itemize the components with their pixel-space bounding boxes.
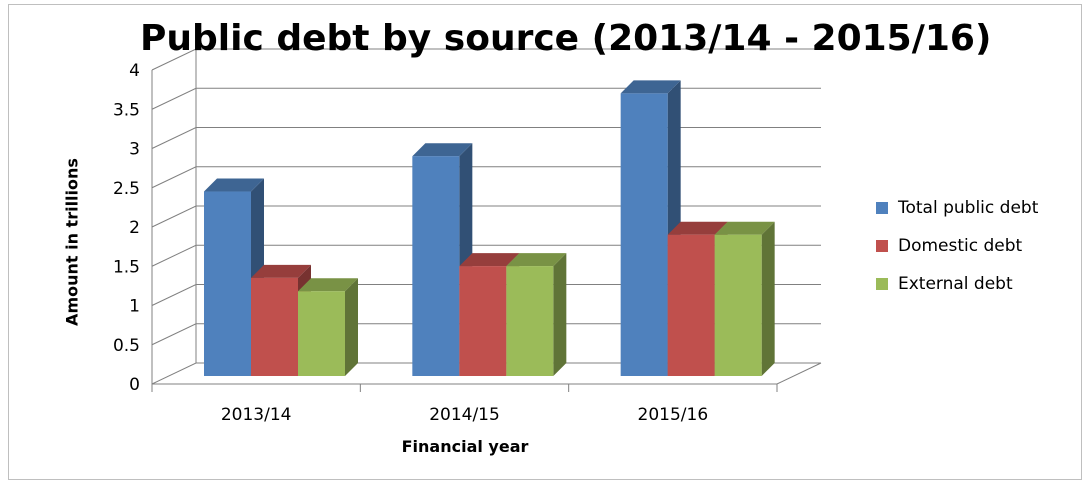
- x-tick-label: 2013/14: [221, 405, 292, 425]
- axis-layer: [151, 49, 822, 392]
- bar-external-3: [714, 221, 775, 376]
- legend: Total public debt Domestic debt External…: [876, 198, 1038, 312]
- bar-top: [204, 178, 264, 192]
- bar-top: [251, 264, 311, 278]
- y-axis-label: Amount in trillions: [62, 158, 82, 326]
- bar-front: [412, 156, 460, 376]
- gridline: [151, 127, 821, 149]
- bar-top: [298, 278, 358, 292]
- x-axis-label: Financial year: [401, 437, 529, 456]
- bar-front: [251, 277, 298, 376]
- bar-top: [506, 253, 567, 267]
- bar-front: [714, 234, 762, 376]
- legend-label-external: External debt: [898, 274, 1013, 294]
- y-tick-label: 1.5: [113, 257, 140, 277]
- bar-external-2: [506, 253, 567, 376]
- chart-title: Public debt by source (2013/14 - 2015/16…: [140, 18, 992, 59]
- bar-front: [459, 266, 507, 376]
- y-tick-label: 2: [129, 218, 140, 238]
- legend-item-total: Total public debt: [876, 198, 1038, 218]
- y-tick-label: 4: [129, 61, 140, 81]
- bar-top: [459, 253, 520, 267]
- legend-label-total: Total public debt: [898, 198, 1039, 218]
- legend-label-domestic: Domestic debt: [898, 236, 1023, 256]
- legend-swatch-total: [876, 202, 888, 214]
- bar-layer: [204, 80, 775, 377]
- y-tick-label: 3.5: [113, 100, 140, 120]
- bar-side: [553, 253, 567, 376]
- bar-top: [412, 143, 473, 157]
- bar-top: [620, 80, 681, 94]
- y-tick-label: 2.5: [113, 179, 140, 199]
- legend-item-domestic: Domestic debt: [876, 236, 1038, 256]
- bar-front: [667, 234, 715, 376]
- x-tick-label: 2014/15: [429, 405, 500, 425]
- y-tick-label: 0: [129, 375, 140, 395]
- chart-frame: [8, 4, 1082, 480]
- x-tick-label: 2015/16: [638, 405, 709, 425]
- gridline: [151, 87, 821, 110]
- bar-external-1: [298, 278, 358, 376]
- y-tick-label: 3: [129, 140, 140, 160]
- legend-swatch-domestic: [876, 240, 888, 252]
- legend-item-external: External debt: [876, 274, 1038, 294]
- bar-side: [345, 278, 358, 376]
- bar-front: [204, 191, 251, 376]
- tick-layer: 0 0.5 1 1.5 2 2.5 3 3.5 4 2013/14 2014/15 2015/16: [113, 61, 708, 425]
- bar-side: [761, 221, 775, 376]
- y-tick-label: 0.5: [113, 336, 140, 356]
- bar-front: [298, 291, 345, 376]
- legend-swatch-external: [876, 278, 888, 290]
- bar-front: [506, 266, 554, 376]
- bar-front: [620, 93, 668, 377]
- bar-top: [714, 221, 775, 235]
- y-tick-label: 1: [129, 297, 140, 317]
- bar-top: [667, 221, 728, 235]
